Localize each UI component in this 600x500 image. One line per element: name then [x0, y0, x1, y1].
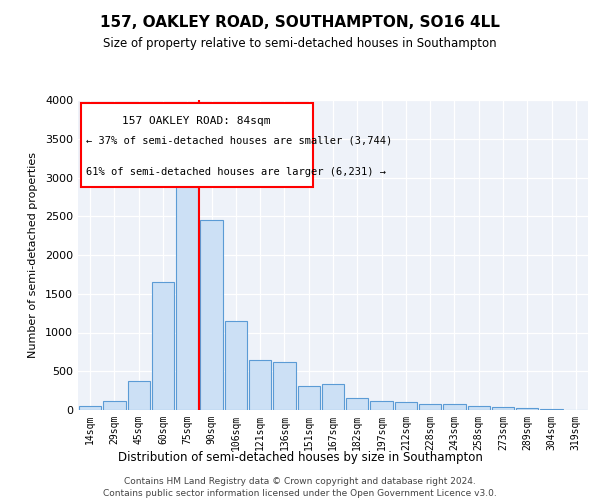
- Text: 157, OAKLEY ROAD, SOUTHAMPTON, SO16 4LL: 157, OAKLEY ROAD, SOUTHAMPTON, SO16 4LL: [100, 15, 500, 30]
- Bar: [176, 166, 199, 410]
- Bar: [298, 386, 320, 410]
- Text: 157 OAKLEY ROAD: 84sqm: 157 OAKLEY ROAD: 84sqm: [122, 116, 271, 126]
- Bar: [200, 220, 223, 410]
- Bar: [273, 362, 296, 410]
- Bar: [79, 406, 101, 410]
- FancyBboxPatch shape: [80, 103, 313, 187]
- Bar: [346, 398, 368, 410]
- Bar: [322, 384, 344, 410]
- Bar: [249, 360, 271, 410]
- Bar: [516, 408, 538, 410]
- Bar: [224, 321, 247, 410]
- Text: Size of property relative to semi-detached houses in Southampton: Size of property relative to semi-detach…: [103, 38, 497, 51]
- Text: Distribution of semi-detached houses by size in Southampton: Distribution of semi-detached houses by …: [118, 451, 482, 464]
- Bar: [103, 402, 125, 410]
- Bar: [467, 406, 490, 410]
- Bar: [370, 402, 393, 410]
- Bar: [492, 407, 514, 410]
- Text: Contains public sector information licensed under the Open Government Licence v3: Contains public sector information licen…: [103, 490, 497, 498]
- Bar: [541, 409, 563, 410]
- Text: 61% of semi-detached houses are larger (6,231) →: 61% of semi-detached houses are larger (…: [86, 166, 386, 176]
- Bar: [152, 282, 174, 410]
- Text: ← 37% of semi-detached houses are smaller (3,744): ← 37% of semi-detached houses are smalle…: [86, 136, 392, 146]
- Bar: [395, 402, 417, 410]
- Text: Contains HM Land Registry data © Crown copyright and database right 2024.: Contains HM Land Registry data © Crown c…: [124, 476, 476, 486]
- Bar: [128, 380, 150, 410]
- Y-axis label: Number of semi-detached properties: Number of semi-detached properties: [28, 152, 38, 358]
- Bar: [443, 404, 466, 410]
- Bar: [419, 404, 442, 410]
